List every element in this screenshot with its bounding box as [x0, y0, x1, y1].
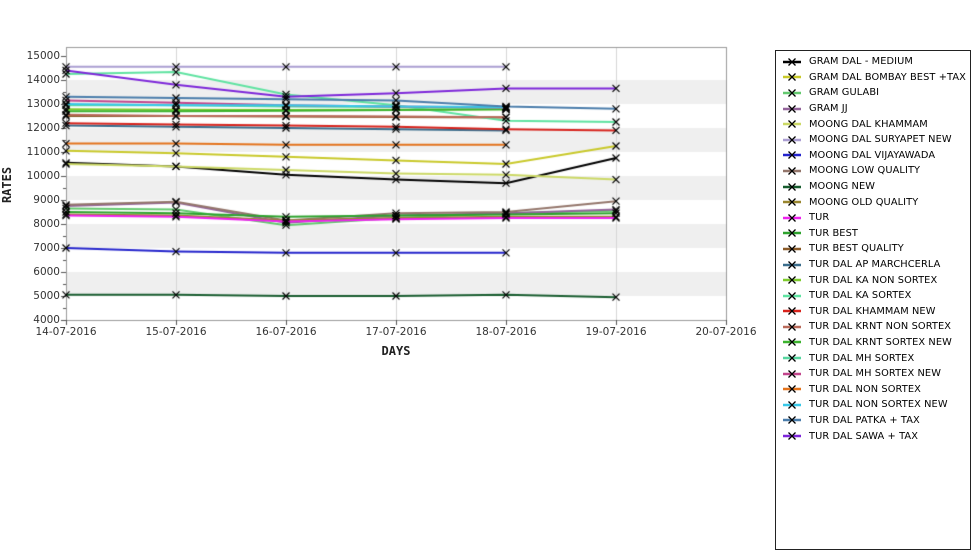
x-tick-label: 15-07-2016: [145, 326, 207, 338]
legend-item-label: TUR BEST: [809, 227, 858, 239]
legend-item: TUR DAL MH SORTEX NEW: [780, 366, 970, 382]
legend-item: GRAM DAL BOMBAY BEST +TAX: [780, 70, 970, 86]
legend-item: MOONG NEW: [780, 179, 970, 195]
legend-marker-icon: [783, 213, 801, 222]
legend-marker-icon: [783, 244, 801, 253]
legend-item: TUR DAL NON SORTEX: [780, 381, 970, 397]
legend-item: TUR: [780, 210, 970, 226]
legend-item: TUR DAL NON SORTEX NEW: [780, 397, 970, 413]
legend-item: TUR BEST: [780, 226, 970, 242]
legend-item: TUR DAL KRNT NON SORTEX: [780, 319, 970, 335]
legend-item-label: TUR BEST QUALITY: [809, 243, 904, 255]
legend-item: MOONG OLD QUALITY: [780, 194, 970, 210]
legend-item-label: TUR DAL PATKA + TAX: [809, 414, 920, 426]
legend-item-label: MOONG OLD QUALITY: [809, 196, 919, 208]
legend-item: MOONG DAL VIJAYAWADA: [780, 148, 970, 164]
legend-item-label: TUR DAL MH SORTEX NEW: [809, 368, 941, 380]
legend-item-label: MOONG DAL SURYAPET NEW: [809, 134, 952, 146]
legend-item-label: TUR DAL AP MARCHCERLA: [809, 259, 941, 271]
legend-item-label: MOONG DAL VIJAYAWADA: [809, 149, 936, 161]
legend-item-label: GRAM GULABI: [809, 87, 880, 99]
legend-item: GRAM GULABI: [780, 85, 970, 101]
legend-marker-icon: [783, 338, 801, 347]
legend-item: TUR DAL PATKA + TAX: [780, 413, 970, 429]
legend-item-label: TUR: [809, 212, 830, 224]
rates-line-chart: RATES DAYS 4000 5000 6000 7000 8000 9000 10000…: [0, 0, 775, 429]
legend-item-label: TUR DAL SAWA + TAX: [809, 430, 919, 442]
legend-marker-icon: [783, 89, 801, 97]
legend-marker-icon: [783, 276, 801, 285]
legend-marker-icon: [783, 307, 801, 316]
legend-item: TUR DAL KA SORTEX: [780, 288, 970, 304]
legend-item: MOONG DAL KHAMMAM: [780, 116, 970, 132]
legend-item-label: TUR DAL KRNT NON SORTEX: [809, 321, 952, 333]
legend-item-label: TUR DAL MH SORTEX: [809, 352, 915, 364]
legend-marker-icon: [783, 135, 801, 144]
legend-item-label: TUR DAL NON SORTEX NEW: [809, 399, 948, 411]
x-tick-label: 16-07-2016: [255, 326, 317, 338]
legend-item-label: TUR DAL KRNT SORTEX NEW: [809, 336, 952, 348]
legend-marker-icon: [783, 385, 801, 394]
y-tick-label: 12000: [26, 121, 60, 134]
legend-item-label: GRAM JJ: [809, 103, 848, 115]
legend-marker-icon: [783, 369, 801, 378]
legend-marker-icon: [783, 182, 801, 191]
y-tick-label: 15000: [26, 49, 60, 62]
x-tick-label: 19-07-2016: [585, 326, 647, 338]
legend-marker-icon: [783, 120, 801, 129]
x-tick-label: 14-07-2016: [35, 326, 97, 338]
y-tick-label: 4000: [33, 313, 60, 326]
legend-item: GRAM JJ: [780, 101, 970, 117]
legend-marker-icon: [783, 166, 801, 175]
legend-marker-icon: [783, 432, 801, 441]
legend-marker-icon: [783, 73, 801, 82]
legend-marker-icon: [783, 57, 801, 66]
y-tick-label: 14000: [26, 73, 60, 86]
legend-item-label: GRAM DAL BOMBAY BEST +TAX: [809, 71, 966, 83]
legend-marker-icon: [783, 198, 801, 207]
legend-marker-icon: [783, 400, 801, 409]
y-tick-label: 10000: [26, 169, 60, 182]
x-tick-label: 17-07-2016: [365, 326, 427, 338]
legend-marker-icon: [783, 291, 801, 300]
x-tick-label: 20-07-2016: [695, 326, 757, 338]
legend-item-label: TUR DAL KA SORTEX: [809, 290, 912, 302]
legend-marker-icon: [783, 151, 801, 160]
chart-legend: GRAM DAL - MEDIUM GRAM DAL BOMBAY BEST +T…: [775, 50, 971, 550]
legend-item: TUR DAL MH SORTEX: [780, 350, 970, 366]
legend-item: TUR DAL KA NON SORTEX: [780, 272, 970, 288]
y-tick-label: 9000: [33, 193, 60, 206]
x-tick-label: 18-07-2016: [475, 326, 537, 338]
legend-marker-icon: [783, 104, 801, 113]
legend-item: TUR DAL KHAMMAM NEW: [780, 304, 970, 320]
x-axis-title: DAYS: [381, 344, 411, 358]
legend-item-label: GRAM DAL - MEDIUM: [809, 56, 913, 68]
y-tick-label: 13000: [26, 97, 60, 110]
legend-item-label: TUR DAL NON SORTEX: [809, 383, 921, 395]
legend-item: TUR BEST QUALITY: [780, 241, 970, 257]
y-tick-label: 11000: [26, 145, 60, 158]
legend-marker-icon: [783, 260, 801, 269]
legend-item-label: TUR DAL KHAMMAM NEW: [809, 305, 936, 317]
legend-item: GRAM DAL - MEDIUM: [780, 54, 970, 70]
legend-marker-icon: [783, 229, 801, 238]
y-tick-label: 7000: [33, 241, 60, 254]
legend-item: TUR DAL SAWA + TAX: [780, 428, 970, 444]
y-tick-label: 6000: [33, 265, 60, 278]
legend-item-label: MOONG LOW QUALITY: [809, 165, 921, 177]
legend-item-label: MOONG NEW: [809, 181, 876, 193]
legend-item: MOONG LOW QUALITY: [780, 163, 970, 179]
y-tick-label: 5000: [33, 289, 60, 302]
legend-item: MOONG DAL SURYAPET NEW: [780, 132, 970, 148]
y-tick-label: 8000: [33, 217, 60, 230]
legend-marker-icon: [783, 416, 801, 425]
legend-marker-icon: [783, 354, 801, 363]
legend-item-label: MOONG DAL KHAMMAM: [809, 118, 928, 130]
plot-canvas: [0, 0, 775, 429]
legend-item: TUR DAL AP MARCHCERLA: [780, 257, 970, 273]
legend-marker-icon: [783, 322, 801, 331]
legend-item: TUR DAL KRNT SORTEX NEW: [780, 335, 970, 351]
legend-item-label: TUR DAL KA NON SORTEX: [809, 274, 938, 286]
